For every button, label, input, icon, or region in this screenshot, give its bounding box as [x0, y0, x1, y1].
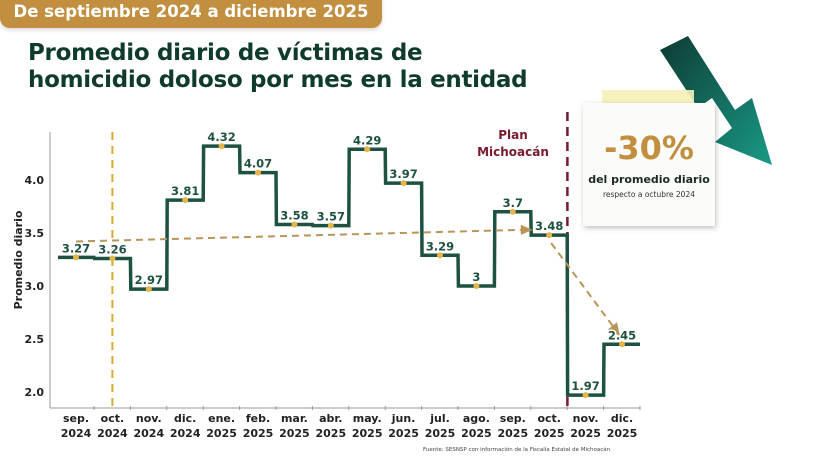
x-tick-year: 2025 — [352, 427, 383, 440]
data-point — [437, 252, 443, 259]
x-tick-year: 2025 — [388, 427, 419, 440]
data-point — [327, 222, 334, 229]
data-label: 3 — [472, 270, 480, 284]
x-tick-year: 2024 — [170, 427, 201, 440]
x-tick-year: 2025 — [315, 427, 346, 440]
x-tick-month: oct. — [101, 412, 125, 425]
data-label: 1.97 — [571, 379, 599, 393]
y-tick-label: 3.0 — [25, 280, 45, 293]
callout-line-1: del promedio diario — [588, 173, 710, 186]
data-point — [546, 232, 553, 239]
x-tick-month: ago. — [463, 412, 490, 425]
data-label: 3.26 — [98, 242, 126, 256]
reduction-percent: -30% — [604, 129, 694, 167]
data-point — [364, 146, 371, 153]
data-label: 3.48 — [535, 219, 563, 233]
drop-trend-line — [550, 242, 617, 331]
trend-line — [75, 228, 523, 243]
y-axis-label: Promedio diario — [12, 210, 25, 309]
x-tick-year: 2025 — [243, 427, 274, 440]
x-tick-year: 2024 — [97, 427, 128, 440]
y-tick-label: 4.0 — [25, 174, 45, 187]
data-point — [473, 283, 480, 289]
x-tick-month: abr. — [319, 412, 342, 425]
data-point — [400, 180, 407, 187]
data-label: 3.57 — [317, 210, 345, 224]
data-label: 3.58 — [280, 209, 308, 223]
x-tick-year: 2025 — [534, 427, 565, 440]
x-tick-month: nov. — [573, 412, 599, 425]
x-tick-month: dic. — [174, 412, 196, 425]
data-label: 4.32 — [207, 130, 235, 144]
period-badge: De septiembre 2024 a diciembre 2025 — [0, 0, 382, 28]
data-label: 3.97 — [389, 167, 417, 181]
y-tick-label: 3.5 — [25, 227, 45, 240]
x-tick-month: oct. — [537, 412, 561, 425]
x-tick-month: sep. — [500, 412, 526, 425]
x-tick-month: sep. — [63, 412, 89, 425]
x-tick-year: 2025 — [425, 427, 456, 440]
title-line-2: homicidio doloso por mes en la entidad — [28, 67, 528, 93]
source-note: Fuente: SESNSP con información de la Fis… — [423, 447, 611, 453]
x-tick-year: 2025 — [279, 427, 310, 440]
y-tick-label: 2.5 — [25, 333, 45, 346]
data-point — [619, 341, 625, 348]
data-label: 3.81 — [171, 184, 199, 198]
data-label: 3.27 — [62, 241, 90, 255]
x-tick-year: 2025 — [206, 427, 237, 440]
callout-line-2: respecto a octubre 2024 — [602, 190, 695, 199]
y-tick-label: 2.0 — [25, 386, 45, 399]
title-line-1: Promedio diario de víctimas de — [28, 40, 423, 66]
data-label: 3.29 — [426, 239, 454, 253]
reduction-callout: -30% del promedio diario respecto a octu… — [583, 103, 715, 226]
x-tick-month: jun. — [391, 412, 416, 425]
x-tick-month: jul. — [429, 412, 450, 425]
data-point — [509, 208, 516, 215]
trend-arrowhead — [520, 224, 533, 235]
data-point — [291, 221, 298, 228]
down-trend-arrow-icon — [660, 36, 772, 165]
data-point — [182, 197, 189, 204]
data-point — [73, 254, 79, 261]
x-tick-month: may. — [353, 412, 382, 425]
data-label: 3.7 — [503, 196, 523, 210]
drop-trend-arrowhead — [608, 322, 620, 337]
x-tick-year: 2024 — [133, 427, 164, 440]
x-tick-year: 2025 — [497, 427, 528, 440]
x-tick-year: 2025 — [607, 427, 638, 440]
data-point — [145, 286, 152, 293]
x-tick-year: 2025 — [461, 427, 492, 440]
page-title: Promedio diario de víctimas de homicidio… — [28, 40, 528, 94]
data-label: 4.29 — [353, 133, 381, 147]
data-point — [582, 392, 589, 399]
data-label: 2.97 — [135, 273, 163, 287]
x-tick-month: dic. — [611, 412, 633, 425]
x-tick-year: 2024 — [61, 427, 92, 440]
data-label: 4.07 — [244, 157, 272, 171]
plan-label-line-2: Michoacán — [477, 145, 549, 159]
x-tick-month: mar. — [281, 412, 308, 425]
x-tick-month: ene. — [208, 412, 235, 425]
x-tick-year: 2025 — [570, 427, 601, 440]
data-point — [109, 255, 116, 262]
x-tick-month: feb. — [246, 412, 270, 425]
series-step-line — [58, 144, 640, 397]
data-point — [255, 169, 261, 176]
data-point — [218, 143, 225, 150]
data-label: 2.45 — [608, 328, 636, 342]
plan-label-line-1: Plan — [498, 128, 528, 142]
x-tick-month: nov. — [136, 412, 162, 425]
